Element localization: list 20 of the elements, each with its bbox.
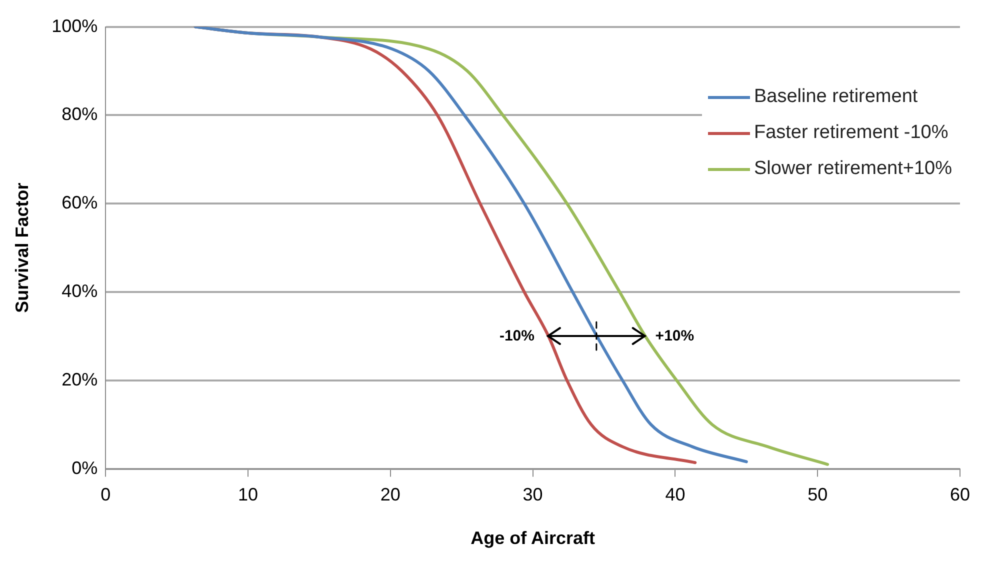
y-tick-label: 0% [72, 458, 98, 478]
annotation: +10% [655, 327, 694, 344]
x-tick-label: 0 [100, 484, 111, 505]
legend-label: Baseline retirement [754, 86, 918, 108]
legend-label: Faster retirement -10% [754, 122, 948, 144]
annotation: -10% [499, 327, 534, 344]
x-tick-label: 50 [808, 484, 828, 505]
y-tick-label: 20% [62, 369, 98, 390]
y-axis-title: Survival Factor [12, 182, 32, 313]
legend-label: Slower retirement+10% [754, 158, 952, 180]
y-tick-label: 80% [62, 104, 98, 124]
x-axis-title: Age of Aircraft [470, 528, 595, 548]
x-tick-label: 30 [522, 484, 543, 505]
x-tick-label: 10 [238, 484, 258, 505]
y-tick-label: 100% [52, 16, 98, 36]
x-tick-label: 20 [380, 484, 400, 505]
y-tick-label: 40% [62, 280, 98, 301]
y-tick-label: 60% [62, 192, 98, 213]
x-tick-label: 40 [665, 484, 686, 505]
x-tick-label: 60 [950, 484, 970, 505]
